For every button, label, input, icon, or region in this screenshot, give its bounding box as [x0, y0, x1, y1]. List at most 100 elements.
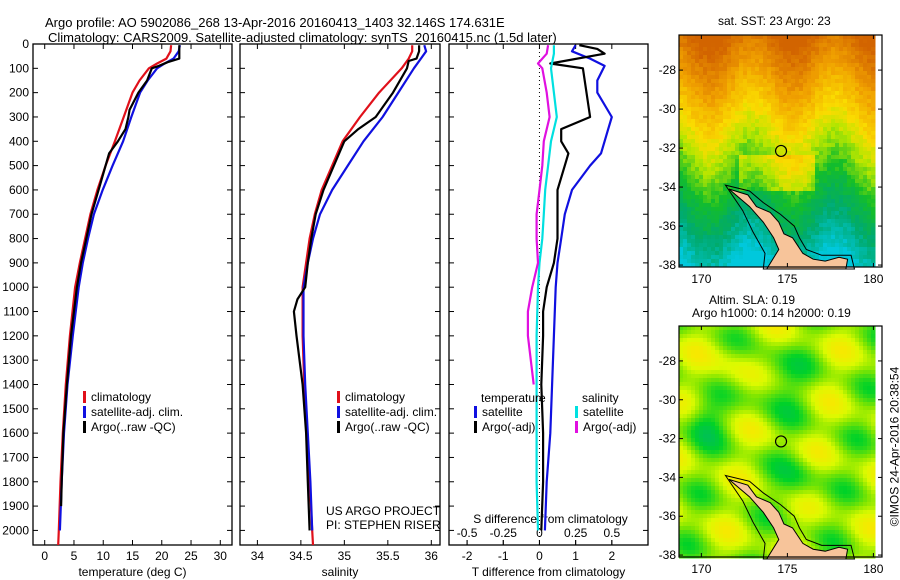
- map-cell: [703, 263, 708, 268]
- map-cell: [767, 426, 772, 431]
- map-cell: [731, 346, 736, 351]
- map-cell: [771, 450, 776, 455]
- map-cell: [747, 510, 752, 515]
- map-cell: [859, 47, 864, 52]
- map-cell: [691, 518, 696, 523]
- map-cell: [711, 179, 716, 184]
- map-cell: [863, 63, 868, 68]
- map-cell: [847, 227, 852, 232]
- map-cell: [743, 143, 748, 148]
- map-cell: [711, 330, 716, 335]
- map-cell: [767, 362, 772, 367]
- map-cell: [735, 127, 740, 132]
- map-cell: [723, 95, 728, 100]
- map-cell: [803, 510, 808, 515]
- map-cell: [867, 259, 872, 264]
- map-cell: [831, 55, 836, 60]
- map-cell: [799, 215, 804, 220]
- map-cell: [715, 526, 720, 531]
- map-cell: [715, 414, 720, 419]
- map-cell: [747, 231, 752, 236]
- map-cell: [775, 358, 780, 363]
- map-cell: [863, 251, 868, 256]
- map-cell: [767, 350, 772, 355]
- map-cell: [863, 175, 868, 180]
- map-cell: [695, 103, 700, 108]
- map-cell: [691, 55, 696, 60]
- map-cell: [723, 155, 728, 160]
- map-cell: [763, 454, 768, 459]
- map-cell: [747, 227, 752, 232]
- map-cell: [779, 79, 784, 84]
- map-cell: [719, 123, 724, 128]
- map-cell: [679, 338, 684, 343]
- map-cell: [719, 470, 724, 475]
- map-cell: [759, 151, 764, 156]
- s-x-tick-label: 0.5: [603, 526, 620, 540]
- map-cell: [715, 207, 720, 212]
- map-cell: [711, 175, 716, 180]
- map-cell: [783, 490, 788, 495]
- map-cell: [747, 382, 752, 387]
- map-cell: [715, 422, 720, 427]
- map-cell: [707, 434, 712, 439]
- map-cell: [743, 147, 748, 152]
- map-cell: [859, 95, 864, 100]
- map-cell: [751, 410, 756, 415]
- map-cell: [695, 231, 700, 236]
- map-cell: [775, 79, 780, 84]
- map-cell: [787, 119, 792, 124]
- map-cell: [803, 75, 808, 80]
- map-cell: [691, 199, 696, 204]
- map-cell: [723, 127, 728, 132]
- map-cell: [747, 263, 752, 268]
- map-cell: [767, 390, 772, 395]
- map-cell: [847, 99, 852, 104]
- map-cell: [831, 207, 836, 212]
- map-cell: [743, 454, 748, 459]
- map-cell: [739, 155, 744, 160]
- map-cell: [799, 231, 804, 236]
- map-cell: [727, 243, 732, 248]
- map-cell: [679, 175, 684, 180]
- map-cell: [783, 478, 788, 483]
- map-cell: [871, 171, 876, 176]
- map-cell: [771, 482, 776, 487]
- map-cell: [763, 63, 768, 68]
- map-cell: [703, 438, 708, 443]
- map-cell: [827, 63, 832, 68]
- map-cell: [731, 402, 736, 407]
- map-cell: [711, 211, 716, 216]
- map-cell: [723, 131, 728, 136]
- map-cell: [787, 478, 792, 483]
- map-cell: [823, 231, 828, 236]
- map-cell: [683, 87, 688, 92]
- map-cell: [751, 454, 756, 459]
- map-cell: [707, 143, 712, 148]
- map-cell: [751, 346, 756, 351]
- map-cell: [735, 534, 740, 539]
- map-cell: [687, 390, 692, 395]
- map-cell: [795, 402, 800, 407]
- map-cell: [863, 171, 868, 176]
- map-cell: [715, 346, 720, 351]
- map-cell: [723, 462, 728, 467]
- map-cell: [795, 123, 800, 128]
- map-cell: [743, 358, 748, 363]
- map-cell: [775, 199, 780, 204]
- map-cell: [795, 235, 800, 240]
- map-cell: [695, 47, 700, 52]
- map-cell: [727, 35, 732, 40]
- map-cell: [759, 171, 764, 176]
- map-cell: [743, 79, 748, 84]
- map-cell: [699, 410, 704, 415]
- map-cell: [751, 390, 756, 395]
- map-cell: [811, 123, 816, 128]
- map-cell: [703, 191, 708, 196]
- map-cell: [859, 203, 864, 208]
- map-cell: [715, 203, 720, 208]
- map-cell: [723, 91, 728, 96]
- map-cell: [787, 95, 792, 100]
- map-cell: [771, 474, 776, 479]
- map-cell: [751, 338, 756, 343]
